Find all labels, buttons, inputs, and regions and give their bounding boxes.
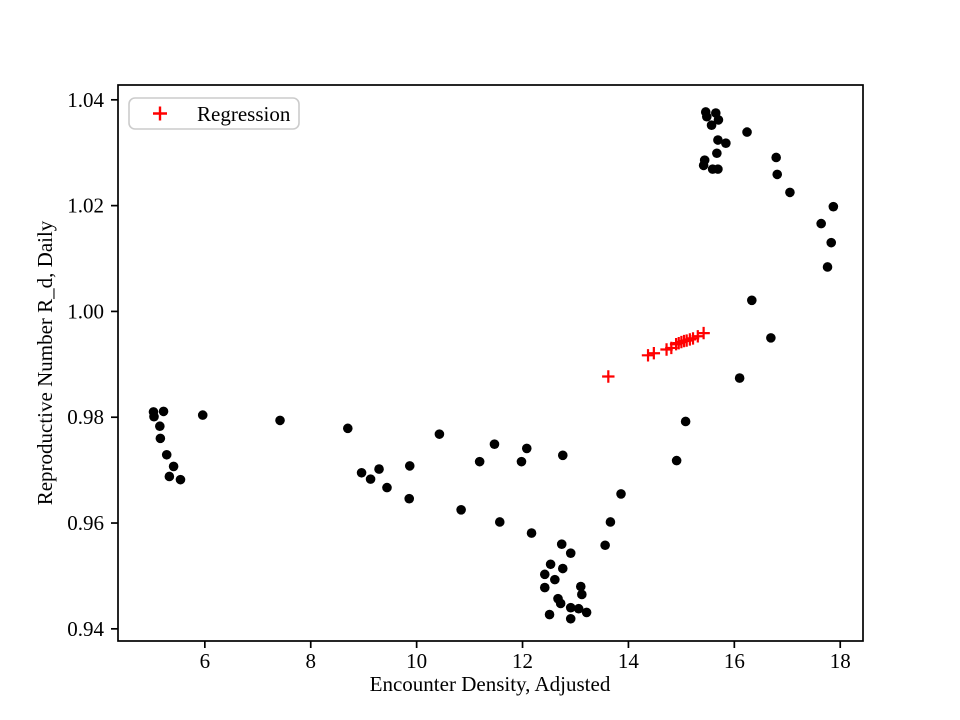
scatter-point — [671, 455, 682, 466]
x-tick-label: 14 — [618, 649, 640, 673]
scatter-point — [600, 540, 610, 551]
scatter-point — [565, 602, 576, 613]
scatter-point — [575, 581, 586, 592]
scatter-point — [713, 135, 723, 145]
x-tick-label: 10 — [406, 649, 427, 673]
scatter-point — [382, 482, 392, 493]
scatter-point — [605, 517, 616, 527]
scatter-point — [573, 603, 584, 614]
y-tick-label: 1.04 — [67, 88, 104, 112]
scatter-point — [155, 433, 166, 444]
x-tick-label: 8 — [305, 649, 316, 673]
scatter-point — [701, 111, 712, 122]
scatter-point — [155, 421, 165, 432]
scatter-point — [557, 450, 568, 461]
plot-spines — [117, 84, 864, 642]
series-observations — [148, 107, 839, 624]
scatter-point — [577, 589, 587, 600]
regression-plus-marker — [647, 347, 661, 360]
scatter-point — [164, 471, 175, 482]
regression-plus-marker — [641, 349, 655, 362]
legend-label: Regression — [197, 102, 291, 126]
scatter-point — [742, 127, 752, 137]
scatter-point — [365, 474, 376, 484]
y-tick-label: 1.02 — [67, 194, 104, 218]
scatter-point — [343, 423, 353, 434]
scatter-point — [197, 410, 208, 420]
scatter-point — [581, 607, 592, 618]
scatter-point — [404, 493, 415, 504]
scatter-point — [521, 443, 532, 454]
x-tick-label: 6 — [200, 649, 211, 673]
y-tick-label: 0.96 — [67, 511, 104, 535]
y-tick-label: 0.98 — [67, 405, 104, 429]
y-tick-label: 1.00 — [67, 299, 104, 323]
scatter-point — [565, 613, 576, 624]
scatter-point — [713, 115, 724, 125]
regression-plus-marker — [697, 326, 710, 340]
scatter-point — [556, 539, 567, 549]
x-tick-label: 18 — [830, 649, 851, 673]
scatter-point — [766, 333, 776, 343]
legend-box — [128, 97, 300, 130]
scatter-point — [434, 429, 445, 439]
axes: 6 8 10 12 14 16 18 0.94 0.96 0.98 1.00 1.02 1.04 — [67, 84, 864, 673]
series-Regression — [602, 326, 710, 383]
scatter-point — [557, 563, 568, 574]
scatter-point — [474, 456, 485, 467]
scatter-point — [772, 169, 783, 180]
scatter-point — [828, 201, 839, 212]
scatter-point — [545, 559, 556, 570]
scatter-point — [698, 160, 709, 171]
scatter-point — [706, 120, 717, 131]
scatter-point — [161, 449, 172, 460]
scatter-point — [539, 569, 550, 580]
scatter-point — [565, 548, 576, 558]
scatter-point — [785, 187, 795, 198]
scatter-point — [550, 574, 560, 585]
scatter-point — [516, 456, 527, 467]
y-axis-label: Reproductive Number R_d, Daily — [33, 220, 57, 505]
scatter-point — [456, 505, 466, 515]
scatter-point — [555, 598, 566, 609]
scatter-point — [816, 218, 826, 229]
scatter-point — [826, 237, 837, 248]
scatter-point — [489, 439, 500, 450]
scatter-point — [158, 406, 169, 417]
scatter-point — [747, 295, 757, 306]
regression-plus-marker — [602, 370, 615, 383]
scatter-point — [149, 411, 159, 422]
scatter-point — [404, 461, 415, 471]
scatter-point — [721, 138, 731, 148]
scatter-point — [616, 489, 626, 499]
scatter-point — [713, 164, 723, 174]
scatter-point — [494, 517, 505, 527]
scatter-point — [168, 461, 179, 472]
scatter-point — [822, 262, 833, 272]
x-tick-label: 12 — [512, 649, 533, 673]
x-axis-label: Encounter Density, Adjusted — [370, 672, 611, 696]
scatter-point — [539, 582, 550, 593]
scatter-point — [712, 148, 722, 159]
y-tick-label: 0.94 — [67, 617, 104, 641]
scatter-point — [544, 609, 555, 620]
scatter-point — [680, 416, 691, 427]
scatter-point — [771, 152, 781, 163]
data-points — [148, 107, 839, 624]
scatter-point — [734, 373, 745, 383]
scatter-point — [374, 464, 384, 474]
x-tick-label: 16 — [724, 649, 745, 673]
scatter-point — [356, 467, 367, 478]
legend: Regression — [128, 97, 300, 130]
scatter-point — [275, 415, 285, 426]
scatter-point — [175, 474, 186, 485]
legend-plus-marker-icon — [153, 106, 167, 121]
scatter-point — [526, 528, 537, 538]
